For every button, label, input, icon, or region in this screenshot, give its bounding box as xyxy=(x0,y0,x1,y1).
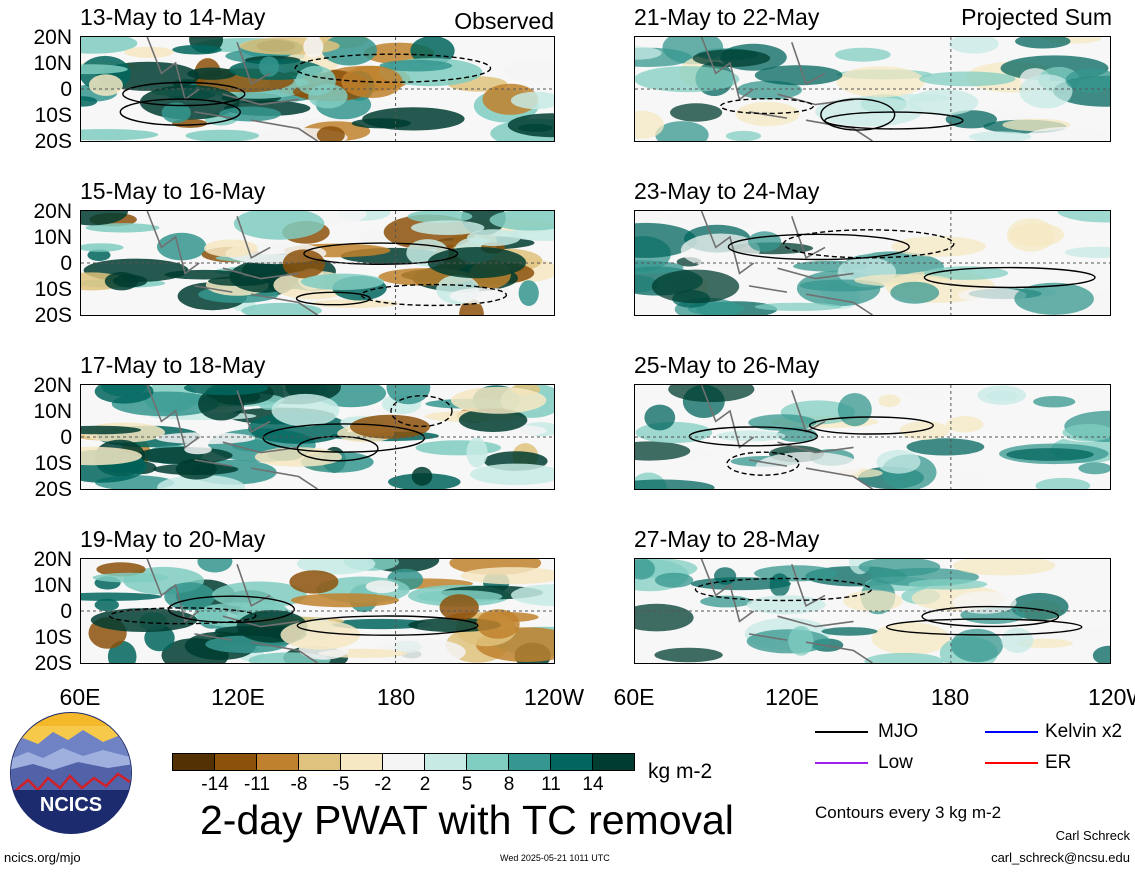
colorbar-tick-label: 14 xyxy=(582,774,604,795)
observed-label: Observed xyxy=(454,8,554,34)
map-panel-observed-3 xyxy=(80,384,555,490)
lat-label-10n: 10N xyxy=(33,52,72,75)
logo-text: NCICS xyxy=(40,794,102,816)
map-panel-observed-4 xyxy=(80,558,555,664)
map-panel-projected-3 xyxy=(634,384,1111,490)
panel-title: 27-May to 28-May xyxy=(634,526,820,552)
main-title: 2-day PWAT with TC removal xyxy=(200,797,734,843)
lon-label-120e: 120E xyxy=(765,684,819,710)
colorbar-swatch xyxy=(172,753,215,771)
contour-note: Contours every 3 kg m-2 xyxy=(815,803,1002,822)
lon-label-120e: 120E xyxy=(211,684,265,710)
colorbar-swatch xyxy=(550,753,593,771)
lat-label-10n: 10N xyxy=(33,400,72,423)
ncics-logo: NCICS xyxy=(8,710,134,836)
lat-label-20s: 20S xyxy=(34,304,72,327)
colorbar-swatch xyxy=(340,753,383,771)
colorbar-tick-label: 8 xyxy=(503,774,515,795)
panel-title: 23-May to 24-May xyxy=(634,178,820,204)
panel-title: 25-May to 26-May xyxy=(634,352,820,378)
lat-label-0: 0 xyxy=(60,252,72,275)
colorbar-tick-label: 11 xyxy=(541,774,561,795)
panel-title: 15-May to 16-May xyxy=(80,178,266,204)
timestamp: Wed 2025-05-21 1011 UTC xyxy=(500,853,610,863)
lon-label-180: 180 xyxy=(930,684,970,710)
lat-label-0: 0 xyxy=(60,600,72,623)
colorbar-swatch xyxy=(424,753,467,771)
lon-label-180: 180 xyxy=(376,684,416,710)
colorbar xyxy=(172,753,635,771)
legend-low-label: Low xyxy=(878,752,913,773)
legend-kelvin-line xyxy=(985,731,1038,733)
colorbar-swatch xyxy=(508,753,551,771)
lat-label-20s: 20S xyxy=(34,652,72,675)
lat-label-20s: 20S xyxy=(34,130,72,153)
lat-label-20n: 20N xyxy=(33,26,72,49)
colorbar-swatch xyxy=(592,753,635,771)
panel-title: 21-May to 22-May xyxy=(634,4,820,30)
lat-label-20n: 20N xyxy=(33,548,72,571)
map-panel-projected-4 xyxy=(634,558,1111,664)
lat-label-10n: 10N xyxy=(33,574,72,597)
legend-mjo-line xyxy=(815,731,868,733)
lat-label-10s: 10S xyxy=(34,278,72,301)
lat-label-0: 0 xyxy=(60,78,72,101)
lat-label-0: 0 xyxy=(60,426,72,449)
lon-label-120w: 120W xyxy=(523,684,585,710)
legend-low-line xyxy=(815,762,868,764)
colorbar-swatch xyxy=(382,753,425,771)
colorbar-swatch xyxy=(214,753,257,771)
site-link[interactable]: ncics.org/mjo xyxy=(4,850,81,865)
colorbar-tick-label: 2 xyxy=(419,774,431,795)
colorbar-tick-label: -14 xyxy=(201,774,229,795)
panel-title: 19-May to 20-May xyxy=(80,526,266,552)
legend-er-line xyxy=(985,762,1038,764)
lat-label-20n: 20N xyxy=(33,200,72,223)
author-email: carl_schreck@ncsu.edu xyxy=(991,850,1130,865)
colorbar-tick-label: 5 xyxy=(461,774,473,795)
map-panel-projected-1 xyxy=(634,36,1111,142)
colorbar-unit: kg m-2 xyxy=(648,760,713,783)
projected-sum-label: Projected Sum xyxy=(961,4,1112,30)
lat-label-20n: 20N xyxy=(33,374,72,397)
colorbar-tick-label: -5 xyxy=(332,774,350,795)
colorbar-tick-label: -2 xyxy=(374,774,392,795)
lat-label-20s: 20S xyxy=(34,478,72,501)
map-panel-projected-2 xyxy=(634,210,1111,316)
colorbar-tick-label: -11 xyxy=(243,774,271,795)
colorbar-tick-label: -8 xyxy=(290,774,308,795)
colorbar-swatch xyxy=(298,753,341,771)
lat-label-10s: 10S xyxy=(34,452,72,475)
author-name: Carl Schreck xyxy=(1055,828,1130,843)
legend-mjo-label: MJO xyxy=(878,721,919,742)
lon-label-60e: 60E xyxy=(59,684,101,710)
map-panel-observed-2 xyxy=(80,210,555,316)
lat-label-10s: 10S xyxy=(34,104,72,127)
legend-er-label: ER xyxy=(1045,752,1072,773)
lon-label-120w: 120W xyxy=(1088,686,1135,709)
lon-label-60e: 60E xyxy=(613,684,655,710)
legend-kelvin-label: Kelvin x2 xyxy=(1045,721,1123,742)
lat-label-10s: 10S xyxy=(34,626,72,649)
map-panel-observed-1 xyxy=(80,36,555,142)
lat-label-10n: 10N xyxy=(33,226,72,249)
colorbar-swatch xyxy=(256,753,299,771)
colorbar-swatch xyxy=(466,753,509,771)
panel-title: 17-May to 18-May xyxy=(80,352,266,378)
panel-title: 13-May to 14-May xyxy=(80,4,266,30)
